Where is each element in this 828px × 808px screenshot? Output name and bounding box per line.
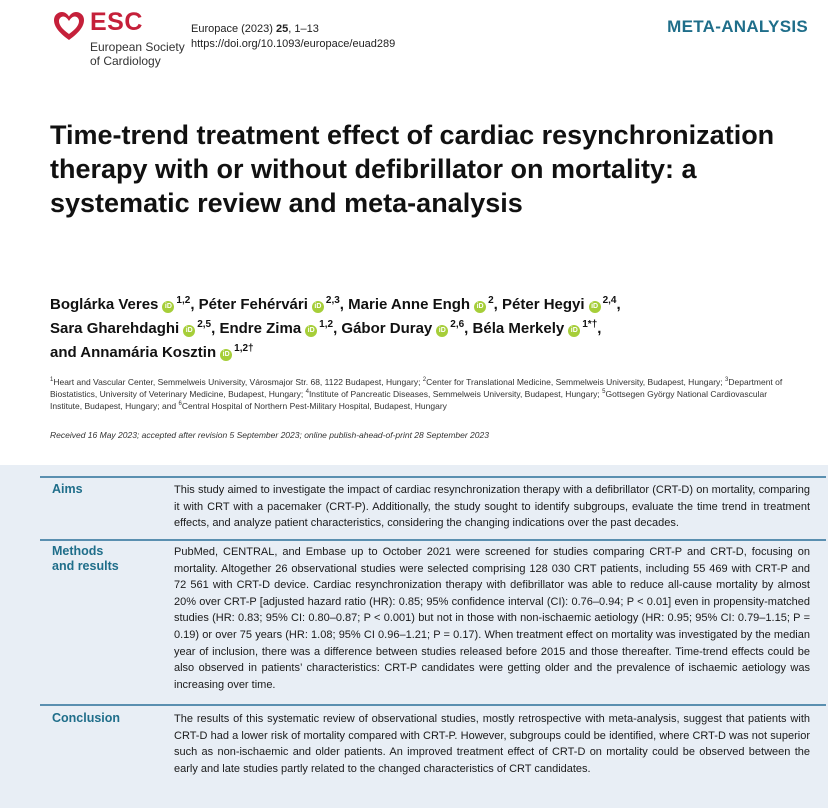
esc-brand: ESC — [90, 8, 143, 36]
author-list: Boglárka Veres iD1,2, Péter Fehérvári iD2,… — [50, 293, 790, 365]
methods-results-text: PubMed, CENTRAL, and Embase up to Octobe… — [174, 546, 810, 691]
esc-name-line2: of Cardiology — [90, 54, 161, 68]
author-affiliation-marker: 2 — [488, 295, 494, 306]
aims-heading: Aims — [52, 482, 83, 496]
author-name[interactable]: Béla Merkely iD1*† — [472, 319, 598, 337]
author-affiliation-marker: 2,5 — [197, 319, 212, 330]
orcid-icon[interactable]: iD — [568, 325, 581, 337]
journal-pages: , 1–13 — [288, 23, 319, 35]
author-affiliation-marker: 1,2 — [319, 319, 334, 330]
author-affiliation-marker: 1,2† — [234, 343, 254, 354]
author-affiliation-marker: 1,2 — [176, 295, 191, 306]
orcid-icon[interactable]: iD — [311, 301, 324, 313]
author-name-text: Péter Fehérvári — [198, 296, 308, 313]
affiliation-number: 2 — [422, 377, 427, 384]
affiliation-number: 4 — [305, 389, 309, 396]
author-separator: , — [333, 320, 342, 337]
journal-name: Europace (2023) — [191, 23, 276, 35]
author-name-text: Péter Hegyi — [502, 296, 585, 313]
affiliation-text: Institute of Pancreatic Diseases, Semmel… — [308, 389, 603, 399]
author-name[interactable]: Péter Hegyi iD2,4 — [502, 296, 616, 313]
author-affiliation-marker: 2,3 — [325, 295, 340, 306]
aims-text: This study aimed to investigate the impa… — [174, 484, 810, 530]
author-separator: , — [190, 296, 199, 313]
author-name-text: Endre Zima — [219, 320, 302, 337]
affiliations: 1Heart and Vascular Center, Semmelweis U… — [50, 376, 795, 412]
author-separator: , — [493, 296, 503, 313]
author-name[interactable]: Marie Anne Engh iD2 — [348, 296, 494, 313]
author-name[interactable]: Gábor Duray iD2,6 — [341, 320, 464, 337]
orcid-icon[interactable]: iD — [162, 301, 175, 313]
orcid-icon[interactable]: iD — [183, 325, 196, 337]
orcid-icon[interactable]: iD — [305, 325, 318, 337]
affiliation-number: 1 — [50, 377, 54, 384]
author-name[interactable]: Boglárka Veres iD1,2 — [50, 296, 190, 313]
author-separator: , — [211, 320, 220, 337]
journal-volume: 25 — [276, 23, 289, 35]
author-separator: , — [339, 296, 349, 313]
doi-link[interactable]: https://doi.org/10.1093/europace/euad289 — [191, 38, 396, 50]
author-name-text: Sara Gharehdaghi — [50, 320, 180, 337]
author-name-text: Béla Merkely — [472, 320, 565, 337]
author-separator: , — [616, 296, 621, 313]
methods-heading-line1: Methods — [52, 544, 104, 558]
orcid-icon[interactable]: iD — [474, 301, 487, 313]
received-dates: Received 16 May 2023; accepted after rev… — [50, 430, 489, 440]
author-affiliation-marker: 2,6 — [450, 319, 465, 330]
author-name[interactable]: and Annamária Kosztin iD1,2† — [50, 344, 254, 361]
conclusion-text: The results of this systematic review of… — [174, 713, 810, 775]
section-divider — [40, 476, 826, 478]
affiliation-text: Heart and Vascular Center, Semmelweis Un… — [53, 377, 423, 387]
orcid-icon[interactable]: iD — [436, 325, 449, 337]
affiliation-text: Gottsegen György National Cardiovascular… — [50, 389, 768, 411]
structured-abstract: Aims This study aimed to investigate the… — [0, 465, 828, 808]
author-affiliation-marker: 2,4 — [602, 295, 617, 306]
orcid-icon[interactable]: iD — [588, 301, 601, 313]
author-name-text: and Annamária Kosztin — [50, 344, 217, 361]
author-separator: , — [464, 320, 473, 337]
affiliation-number: 5 — [602, 389, 606, 396]
author-name[interactable]: Endre Zima iD1,2 — [219, 320, 333, 337]
esc-full-name: European Society of Cardiology — [90, 40, 185, 68]
affiliation-number: 3 — [725, 377, 729, 384]
author-affiliation-marker: 1*† — [582, 319, 598, 330]
orcid-icon[interactable]: iD — [220, 349, 233, 361]
author-name-text: Marie Anne Engh — [348, 296, 471, 313]
article-type-label: META-ANALYSIS — [667, 17, 808, 36]
affiliation-number: 6 — [178, 401, 182, 408]
author-separator: , — [597, 320, 602, 337]
author-name-text: Gábor Duray — [341, 320, 433, 337]
esc-name-line1: European Society — [90, 40, 185, 54]
article-header: ESC European Society of Cardiology Europ… — [0, 0, 828, 80]
conclusion-heading: Conclusion — [52, 711, 121, 725]
journal-citation: Europace (2023) 25, 1–13 https://doi.org… — [191, 22, 395, 52]
methods-heading-line2: and results — [52, 559, 119, 573]
author-name[interactable]: Péter Fehérvári iD2,3 — [199, 296, 340, 313]
affiliation-text: Center for Translational Medicine, Semme… — [426, 377, 726, 387]
section-divider — [40, 539, 826, 541]
article-title: Time-trend treatment effect of cardiac r… — [50, 120, 775, 218]
author-name-text: Boglárka Veres — [50, 296, 159, 313]
esc-heart-logo-icon — [54, 12, 84, 40]
section-divider — [40, 704, 826, 706]
methods-heading: Methods and results — [52, 544, 119, 574]
author-name[interactable]: Sara Gharehdaghi iD2,5 — [50, 320, 211, 337]
affiliation-text: Central Hospital of Northern Pest-Milita… — [181, 401, 447, 411]
affiliation-text: Department of Biostatistics, University … — [50, 377, 783, 399]
